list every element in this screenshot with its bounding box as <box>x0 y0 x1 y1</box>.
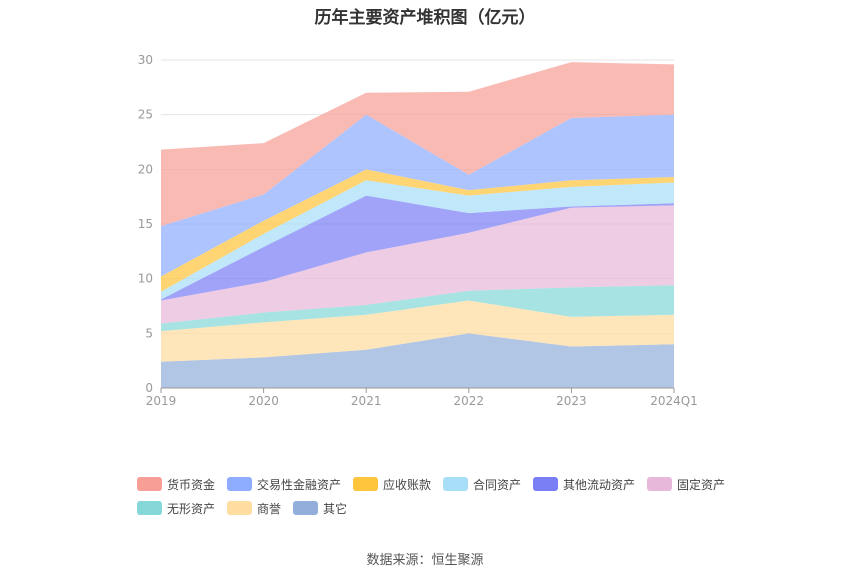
area-其他流动资产[interactable] <box>161 195 674 301</box>
y-tick-label: 5 <box>145 326 153 340</box>
data-source: 数据来源：恒生聚源 <box>366 553 484 568</box>
area-商誉[interactable] <box>161 300 674 362</box>
y-tick-label: 15 <box>138 217 153 231</box>
legend-swatch <box>227 477 252 491</box>
legend-row: 无形资产 商誉 其它 <box>137 496 737 520</box>
legend-label: 其它 <box>323 501 348 516</box>
legend-item[interactable]: 固定资产 <box>647 476 725 493</box>
legend-item[interactable]: 其它 <box>293 500 347 517</box>
x-tick-label: 2023 <box>556 394 587 408</box>
legend-item[interactable]: 合同资产 <box>443 476 521 493</box>
legend-swatch <box>227 501 253 515</box>
axes: 0 5 10 15 20 25 30 2019 2020 2021 2022 2023 2024Q1 <box>138 53 698 408</box>
area-应收账款[interactable] <box>161 169 674 292</box>
legend-item[interactable]: 应收账款 <box>353 476 431 493</box>
x-tick-label: 2022 <box>454 394 485 408</box>
legend: 货币资金 交易性金融资产 应收账款 合同资产 其他流动资产 固定资产 无形资产 商誉 其它 <box>137 472 737 520</box>
y-tick-label: 20 <box>138 162 153 176</box>
legend-item[interactable]: 商誉 <box>227 500 281 517</box>
legend-item[interactable]: 货币资金 <box>137 476 215 493</box>
legend-swatch <box>533 477 558 491</box>
x-tick-label: 2020 <box>248 394 279 408</box>
legend-label: 应收账款 <box>383 477 432 492</box>
legend-item[interactable]: 无形资产 <box>137 500 215 517</box>
x-tick-label: 2024Q1 <box>650 394 698 408</box>
legend-label: 交易性金融资产 <box>257 477 342 492</box>
area-固定资产[interactable] <box>161 205 674 324</box>
x-tick-label: 2019 <box>146 394 177 408</box>
area-货币资金[interactable] <box>161 62 674 227</box>
legend-label: 合同资产 <box>473 477 522 492</box>
chart-title: 历年主要资产堆积图（亿元） <box>314 8 536 28</box>
legend-row: 货币资金 交易性金融资产 应收账款 合同资产 其他流动资产 固定资产 <box>137 472 737 496</box>
area-合同资产[interactable] <box>161 180 674 300</box>
y-tick-label: 25 <box>138 108 153 122</box>
legend-swatch <box>353 477 378 491</box>
legend-item[interactable]: 交易性金融资产 <box>227 476 341 493</box>
legend-swatch <box>137 477 162 491</box>
area-其它[interactable] <box>161 333 674 388</box>
y-tick-label: 0 <box>145 381 153 395</box>
x-tick-label: 2021 <box>351 394 382 408</box>
legend-item[interactable]: 其他流动资产 <box>533 476 635 493</box>
legend-label: 商誉 <box>257 501 282 516</box>
legend-label: 固定资产 <box>677 477 726 492</box>
legend-swatch <box>443 477 468 491</box>
y-tick-label: 30 <box>138 53 153 67</box>
y-tick-label: 10 <box>138 272 153 286</box>
legend-label: 无形资产 <box>167 501 216 516</box>
area-无形资产[interactable] <box>161 285 674 332</box>
legend-label: 其他流动资产 <box>563 477 636 492</box>
legend-swatch <box>293 501 319 515</box>
legend-label: 货币资金 <box>167 477 216 492</box>
legend-swatch <box>137 501 162 515</box>
area-交易性金融资产[interactable] <box>161 114 674 277</box>
area-series <box>161 62 674 388</box>
legend-swatch <box>647 477 672 491</box>
